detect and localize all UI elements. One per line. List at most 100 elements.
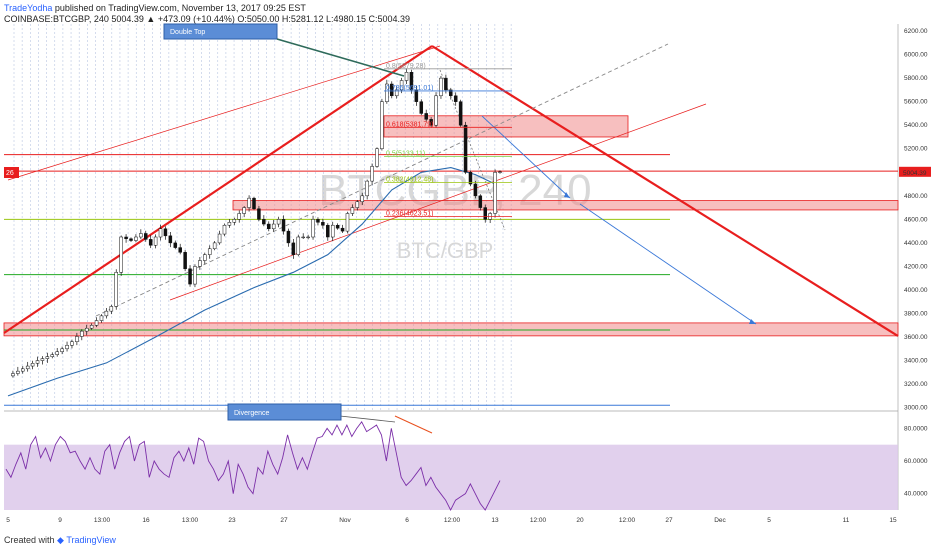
candle-body[interactable] [340,227,345,232]
candle-body[interactable] [129,238,133,241]
candle-body[interactable] [158,228,163,238]
candle-body[interactable] [330,224,335,238]
candle-body[interactable] [434,95,438,126]
candle-body[interactable] [65,345,69,350]
candle-body[interactable] [311,219,315,238]
candle-body[interactable] [321,222,325,226]
candle-body[interactable] [212,242,217,250]
candle-body[interactable] [424,113,428,120]
candle-body[interactable] [188,268,192,285]
candle-body[interactable] [257,208,261,220]
candle-body[interactable] [198,260,202,267]
divergence-line[interactable] [394,415,433,434]
candle-body[interactable] [498,171,502,173]
candle-body[interactable] [449,89,453,97]
candle-body[interactable] [375,148,379,167]
candle-body[interactable] [16,370,20,374]
candle-body[interactable] [89,325,94,329]
candle-body[interactable] [237,213,241,220]
candle-body[interactable] [94,320,99,326]
candle-body[interactable] [390,83,394,97]
resistance-zone[interactable] [3,322,899,337]
candle-body[interactable] [478,195,483,208]
candle-body[interactable] [50,354,55,357]
trendline-rising[interactable] [3,45,433,334]
candle-body[interactable] [119,236,123,273]
candle-body[interactable] [35,360,40,364]
candle-body[interactable] [217,233,222,244]
candle-body[interactable] [60,348,64,352]
candle-body[interactable] [75,336,79,342]
resistance-zone[interactable] [232,200,899,211]
candle-body[interactable] [80,330,84,337]
candle-body[interactable] [252,197,256,210]
divergence-callout[interactable] [227,403,342,421]
candle-body[interactable] [99,315,104,321]
candle-body[interactable] [153,236,158,246]
candle-body[interactable] [25,365,30,370]
candle-body[interactable] [139,233,143,238]
candle-body[interactable] [360,195,364,202]
candle-body[interactable] [453,95,458,102]
candle-body[interactable] [242,207,246,214]
candle-body[interactable] [262,219,266,225]
candle-body[interactable] [40,358,45,361]
candle-body[interactable] [483,207,487,220]
candle-body[interactable] [414,89,419,102]
candle-body[interactable] [301,236,305,239]
candle-body[interactable] [134,236,138,241]
candle-body[interactable] [222,224,227,235]
moving-average-line[interactable] [7,167,496,397]
trendline-falling[interactable] [431,45,899,337]
candle-body[interactable] [380,101,384,149]
candle-body[interactable] [281,219,286,232]
candle-body[interactable] [493,172,497,214]
candle-body[interactable] [291,242,296,255]
candle-body[interactable] [148,239,153,246]
candle-body[interactable] [473,183,478,197]
candle-body[interactable] [468,172,473,185]
candle-body[interactable] [271,223,276,230]
candle-body[interactable] [114,272,118,307]
double-top-callout[interactable] [163,23,278,40]
projection-arrow-1[interactable] [481,115,571,199]
candle-body[interactable] [399,80,404,91]
candle-body[interactable] [404,72,409,81]
candle-body[interactable] [370,166,374,182]
candle-body[interactable] [207,248,212,255]
candle-body[interactable] [409,72,414,91]
candle-body[interactable] [178,247,182,253]
candle-body[interactable] [227,222,232,226]
candle-body[interactable] [203,254,207,261]
channel-upper[interactable] [7,45,441,181]
candle-body[interactable] [286,230,291,244]
candle-body[interactable] [104,310,109,317]
candle-body[interactable] [316,219,320,223]
candle-body[interactable] [144,233,148,240]
candle-body[interactable] [463,124,468,173]
candle-body[interactable] [11,373,15,377]
candle-body[interactable] [193,266,197,285]
candle-body[interactable] [124,236,128,240]
candle-body[interactable] [109,306,114,312]
candle-body[interactable] [306,236,310,239]
candle-body[interactable] [326,224,330,238]
candle-body[interactable] [335,224,340,229]
projection-arrow-2[interactable] [579,203,757,325]
resistance-zone[interactable] [383,115,629,138]
candle-body[interactable] [355,201,360,208]
candle-body[interactable] [232,219,237,223]
candle-body[interactable] [173,242,178,248]
candle-body[interactable] [247,197,251,208]
candle-body[interactable] [444,77,448,91]
candle-body[interactable] [345,213,350,232]
candle-body[interactable] [458,101,463,126]
candle-body[interactable] [55,351,59,355]
candle-body[interactable] [394,89,399,97]
candle-body[interactable] [183,252,187,270]
candle-body[interactable] [429,119,433,126]
candle-body[interactable] [30,363,35,367]
candle-body[interactable] [419,101,424,114]
tradingview-brand[interactable]: TradingView [66,535,116,545]
candle-body[interactable] [350,207,355,214]
